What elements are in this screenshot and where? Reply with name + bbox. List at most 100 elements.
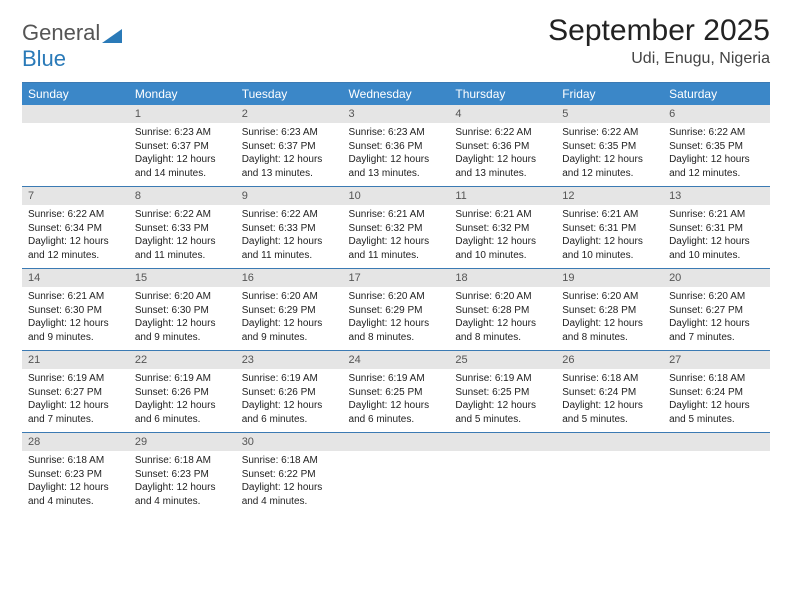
calendar-cell: 16Sunrise: 6:20 AMSunset: 6:29 PMDayligh… — [236, 269, 343, 351]
calendar-cell — [449, 433, 556, 515]
calendar-cell — [343, 433, 450, 515]
day-number: 9 — [236, 187, 343, 205]
cell-body: Sunrise: 6:21 AMSunset: 6:30 PMDaylight:… — [22, 287, 129, 350]
daylight-text: Daylight: 12 hours and 12 minutes. — [562, 153, 657, 180]
cell-body: Sunrise: 6:21 AMSunset: 6:31 PMDaylight:… — [663, 205, 770, 268]
cell-body-empty — [663, 451, 770, 509]
calendar-cell: 1Sunrise: 6:23 AMSunset: 6:37 PMDaylight… — [129, 105, 236, 187]
cell-body: Sunrise: 6:19 AMSunset: 6:26 PMDaylight:… — [129, 369, 236, 432]
weekday-header: Saturday — [663, 83, 770, 105]
sunrise-text: Sunrise: 6:22 AM — [455, 126, 550, 140]
sunset-text: Sunset: 6:23 PM — [28, 468, 123, 482]
sunrise-text: Sunrise: 6:22 AM — [135, 208, 230, 222]
daylight-text: Daylight: 12 hours and 13 minutes. — [455, 153, 550, 180]
cell-body: Sunrise: 6:20 AMSunset: 6:29 PMDaylight:… — [343, 287, 450, 350]
sunrise-text: Sunrise: 6:19 AM — [349, 372, 444, 386]
cell-body: Sunrise: 6:18 AMSunset: 6:23 PMDaylight:… — [129, 451, 236, 514]
day-number: 11 — [449, 187, 556, 205]
sunset-text: Sunset: 6:24 PM — [562, 386, 657, 400]
calendar-cell: 28Sunrise: 6:18 AMSunset: 6:23 PMDayligh… — [22, 433, 129, 515]
sunrise-text: Sunrise: 6:19 AM — [455, 372, 550, 386]
daylight-text: Daylight: 12 hours and 6 minutes. — [349, 399, 444, 426]
day-number-empty — [663, 433, 770, 451]
location-subtitle: Udi, Enugu, Nigeria — [548, 50, 770, 68]
calendar-cell: 4Sunrise: 6:22 AMSunset: 6:36 PMDaylight… — [449, 105, 556, 187]
day-number: 21 — [22, 351, 129, 369]
cell-body: Sunrise: 6:21 AMSunset: 6:32 PMDaylight:… — [449, 205, 556, 268]
calendar-cell — [663, 433, 770, 515]
calendar-cell: 29Sunrise: 6:18 AMSunset: 6:23 PMDayligh… — [129, 433, 236, 515]
sunset-text: Sunset: 6:37 PM — [135, 140, 230, 154]
calendar-cell: 13Sunrise: 6:21 AMSunset: 6:31 PMDayligh… — [663, 187, 770, 269]
day-number: 17 — [343, 269, 450, 287]
sunrise-text: Sunrise: 6:20 AM — [455, 290, 550, 304]
daylight-text: Daylight: 12 hours and 8 minutes. — [349, 317, 444, 344]
cell-body: Sunrise: 6:23 AMSunset: 6:37 PMDaylight:… — [129, 123, 236, 186]
sunrise-text: Sunrise: 6:21 AM — [669, 208, 764, 222]
title-block: September 2025 Udi, Enugu, Nigeria — [548, 14, 770, 68]
cell-body: Sunrise: 6:21 AMSunset: 6:32 PMDaylight:… — [343, 205, 450, 268]
sunrise-text: Sunrise: 6:21 AM — [455, 208, 550, 222]
triangle-icon — [102, 29, 122, 43]
daylight-text: Daylight: 12 hours and 9 minutes. — [135, 317, 230, 344]
sunrise-text: Sunrise: 6:19 AM — [28, 372, 123, 386]
sunset-text: Sunset: 6:30 PM — [28, 304, 123, 318]
sunrise-text: Sunrise: 6:18 AM — [669, 372, 764, 386]
calendar-cell: 23Sunrise: 6:19 AMSunset: 6:26 PMDayligh… — [236, 351, 343, 433]
daylight-text: Daylight: 12 hours and 13 minutes. — [242, 153, 337, 180]
daylight-text: Daylight: 12 hours and 9 minutes. — [28, 317, 123, 344]
day-number: 25 — [449, 351, 556, 369]
cell-body: Sunrise: 6:20 AMSunset: 6:30 PMDaylight:… — [129, 287, 236, 350]
sunset-text: Sunset: 6:22 PM — [242, 468, 337, 482]
day-number: 27 — [663, 351, 770, 369]
daylight-text: Daylight: 12 hours and 6 minutes. — [242, 399, 337, 426]
weekday-header-row: Sunday Monday Tuesday Wednesday Thursday… — [22, 83, 770, 105]
sunset-text: Sunset: 6:31 PM — [669, 222, 764, 236]
daylight-text: Daylight: 12 hours and 9 minutes. — [242, 317, 337, 344]
day-number: 23 — [236, 351, 343, 369]
day-number-empty — [449, 433, 556, 451]
calendar-cell: 15Sunrise: 6:20 AMSunset: 6:30 PMDayligh… — [129, 269, 236, 351]
day-number: 30 — [236, 433, 343, 451]
sunset-text: Sunset: 6:33 PM — [242, 222, 337, 236]
weekday-header: Sunday — [22, 83, 129, 105]
daylight-text: Daylight: 12 hours and 11 minutes. — [242, 235, 337, 262]
calendar-cell: 18Sunrise: 6:20 AMSunset: 6:28 PMDayligh… — [449, 269, 556, 351]
daylight-text: Daylight: 12 hours and 6 minutes. — [135, 399, 230, 426]
sunset-text: Sunset: 6:32 PM — [455, 222, 550, 236]
cell-body: Sunrise: 6:22 AMSunset: 6:36 PMDaylight:… — [449, 123, 556, 186]
sunrise-text: Sunrise: 6:21 AM — [562, 208, 657, 222]
daylight-text: Daylight: 12 hours and 5 minutes. — [455, 399, 550, 426]
sunrise-text: Sunrise: 6:18 AM — [135, 454, 230, 468]
sunset-text: Sunset: 6:35 PM — [562, 140, 657, 154]
sunrise-text: Sunrise: 6:22 AM — [669, 126, 764, 140]
day-number-empty — [22, 105, 129, 123]
cell-body: Sunrise: 6:18 AMSunset: 6:23 PMDaylight:… — [22, 451, 129, 514]
weekday-header: Monday — [129, 83, 236, 105]
calendar-cell: 5Sunrise: 6:22 AMSunset: 6:35 PMDaylight… — [556, 105, 663, 187]
cell-body: Sunrise: 6:22 AMSunset: 6:33 PMDaylight:… — [236, 205, 343, 268]
sunset-text: Sunset: 6:33 PM — [135, 222, 230, 236]
weekday-header: Wednesday — [343, 83, 450, 105]
day-number: 5 — [556, 105, 663, 123]
day-number-empty — [556, 433, 663, 451]
sunrise-text: Sunrise: 6:22 AM — [242, 208, 337, 222]
sunrise-text: Sunrise: 6:23 AM — [349, 126, 444, 140]
sunrise-text: Sunrise: 6:19 AM — [242, 372, 337, 386]
cell-body: Sunrise: 6:22 AMSunset: 6:34 PMDaylight:… — [22, 205, 129, 268]
calendar-cell: 11Sunrise: 6:21 AMSunset: 6:32 PMDayligh… — [449, 187, 556, 269]
calendar-cell: 30Sunrise: 6:18 AMSunset: 6:22 PMDayligh… — [236, 433, 343, 515]
daylight-text: Daylight: 12 hours and 11 minutes. — [135, 235, 230, 262]
sunrise-text: Sunrise: 6:21 AM — [28, 290, 123, 304]
calendar-row: 21Sunrise: 6:19 AMSunset: 6:27 PMDayligh… — [22, 351, 770, 433]
day-number: 15 — [129, 269, 236, 287]
sunrise-text: Sunrise: 6:23 AM — [135, 126, 230, 140]
cell-body: Sunrise: 6:22 AMSunset: 6:33 PMDaylight:… — [129, 205, 236, 268]
daylight-text: Daylight: 12 hours and 12 minutes. — [28, 235, 123, 262]
daylight-text: Daylight: 12 hours and 13 minutes. — [349, 153, 444, 180]
sunset-text: Sunset: 6:28 PM — [562, 304, 657, 318]
calendar-cell: 9Sunrise: 6:22 AMSunset: 6:33 PMDaylight… — [236, 187, 343, 269]
day-number: 18 — [449, 269, 556, 287]
calendar-cell: 27Sunrise: 6:18 AMSunset: 6:24 PMDayligh… — [663, 351, 770, 433]
sunrise-text: Sunrise: 6:21 AM — [349, 208, 444, 222]
